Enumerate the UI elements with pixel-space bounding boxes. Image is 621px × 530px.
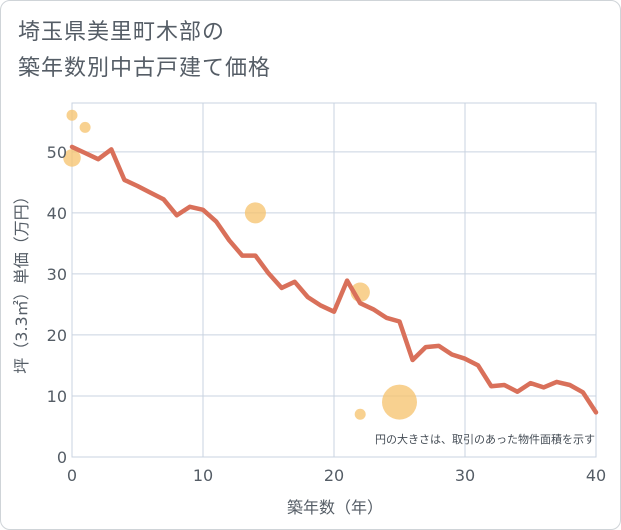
chart-title: 埼玉県美里町木部の 築年数別中古戸建て価格 bbox=[18, 15, 271, 87]
y-tick-label: 50 bbox=[47, 143, 67, 162]
bubble-point bbox=[79, 121, 91, 133]
price-line bbox=[69, 144, 599, 415]
y-tick-label: 30 bbox=[47, 265, 67, 284]
bubble-point bbox=[244, 202, 266, 224]
y-tick-label: 0 bbox=[57, 448, 67, 467]
grid bbox=[71, 102, 597, 458]
bubble-point bbox=[63, 149, 81, 167]
bubble-point bbox=[382, 384, 417, 420]
x-axis-title: 築年数（年） bbox=[287, 498, 383, 517]
title-line-1: 埼玉県美里町木部の bbox=[18, 20, 226, 45]
y-tick-label: 40 bbox=[47, 204, 67, 223]
title-line-2: 築年数別中古戸建て価格 bbox=[18, 56, 272, 81]
bubble-point bbox=[354, 408, 366, 420]
y-tick-label: 10 bbox=[47, 387, 67, 406]
bubble-point bbox=[66, 109, 78, 121]
y-tick-label: 20 bbox=[47, 326, 67, 345]
y-tick-labels: 0 10 20 30 40 50 bbox=[47, 143, 67, 467]
x-tick-label: 10 bbox=[193, 466, 213, 485]
x-tick-label: 40 bbox=[586, 466, 606, 485]
x-tick-label: 30 bbox=[455, 466, 475, 485]
y-axis-title: 坪（3.3㎡）単価（万円） bbox=[12, 188, 31, 373]
x-tick-label: 0 bbox=[67, 466, 77, 485]
bubble-size-note: 円の大きさは、取引のあった物件面積を示す bbox=[375, 432, 595, 446]
x-tick-labels: 0 10 20 30 40 bbox=[67, 466, 606, 485]
x-tick-label: 20 bbox=[324, 466, 344, 485]
